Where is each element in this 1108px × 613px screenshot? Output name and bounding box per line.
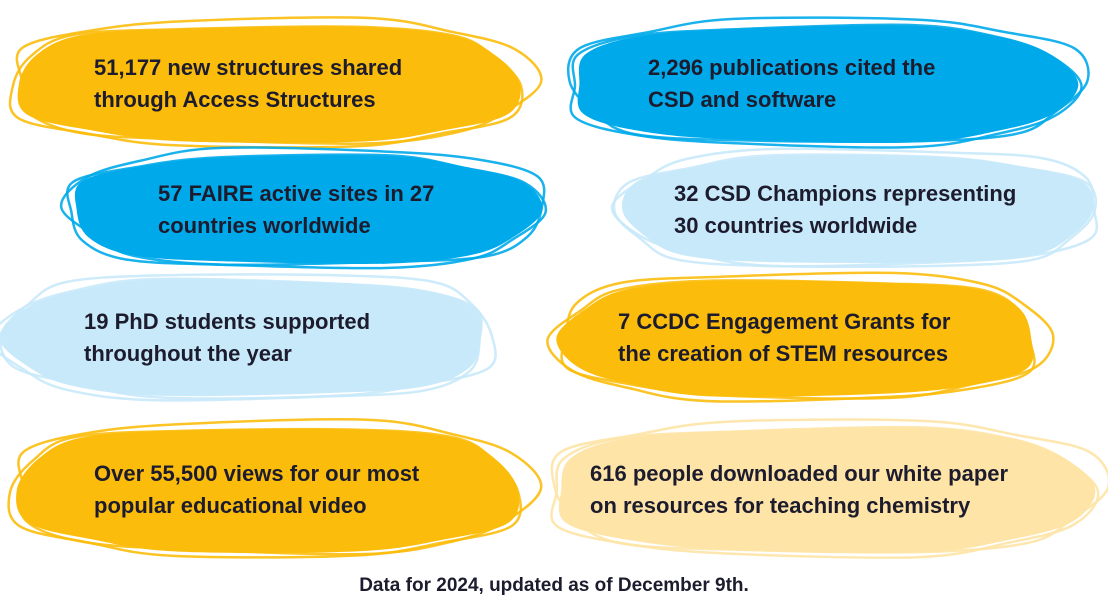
blob-outline-phd — [0, 273, 497, 400]
blob-outline-champions — [610, 147, 1099, 268]
stat-card-video: Over 55,500 views for our most popular e… — [94, 458, 514, 522]
stat-card-champions: 32 CSD Champions representing 30 countri… — [674, 178, 1094, 242]
footnote: Data for 2024, updated as of December 9t… — [359, 575, 749, 596]
blob-champions — [621, 155, 1094, 264]
blob-outline-faire — [59, 146, 546, 267]
blob-outline-phd — [0, 277, 483, 402]
blob-outline-publications — [566, 16, 1090, 144]
blob-outline-structures — [15, 16, 543, 146]
blob-grants — [556, 280, 1034, 398]
stat-card-structures: 51,177 new structures shared through Acc… — [94, 52, 514, 116]
blob-outline-video — [17, 418, 543, 556]
stat-text-champions: 32 CSD Champions representing 30 countri… — [674, 181, 1017, 238]
stat-text-publications: 2,296 publications cited the CSD and sof… — [648, 55, 936, 112]
blob-outline-champions — [612, 153, 1098, 269]
stat-card-publications: 2,296 publications cited the CSD and sof… — [648, 52, 1068, 116]
stat-text-phd: 19 PhD students supported throughout the… — [84, 309, 371, 366]
blob-publications — [577, 25, 1079, 143]
stat-card-faire: 57 FAIRE active sites in 27 countries wo… — [158, 178, 538, 242]
stat-text-grants: 7 CCDC Engagement Grants for the creatio… — [618, 309, 951, 366]
blob-outline-faire — [65, 153, 548, 270]
stat-text-structures: 51,177 new structures shared through Acc… — [94, 55, 403, 112]
stat-text-whitepaper: 616 people downloaded our white paper on… — [590, 461, 1009, 518]
blob-outline-whitepaper — [550, 418, 1108, 554]
blob-outline-grants — [560, 271, 1055, 400]
blob-structures — [17, 26, 521, 143]
stat-text-video: Over 55,500 views for our most popular e… — [94, 461, 420, 518]
blob-video — [16, 428, 520, 554]
stat-text-faire: 57 FAIRE active sites in 27 countries wo… — [158, 181, 435, 238]
stat-card-grants: 7 CCDC Engagement Grants for the creatio… — [618, 306, 1038, 370]
stat-card-phd: 19 PhD students supported throughout the… — [84, 306, 464, 370]
stat-card-whitepaper: 616 people downloaded our white paper on… — [590, 458, 1090, 522]
blob-whitepaper — [558, 427, 1096, 554]
blob-faire — [74, 155, 543, 265]
blob-outline-publications — [569, 23, 1083, 149]
blob-phd — [0, 279, 482, 397]
